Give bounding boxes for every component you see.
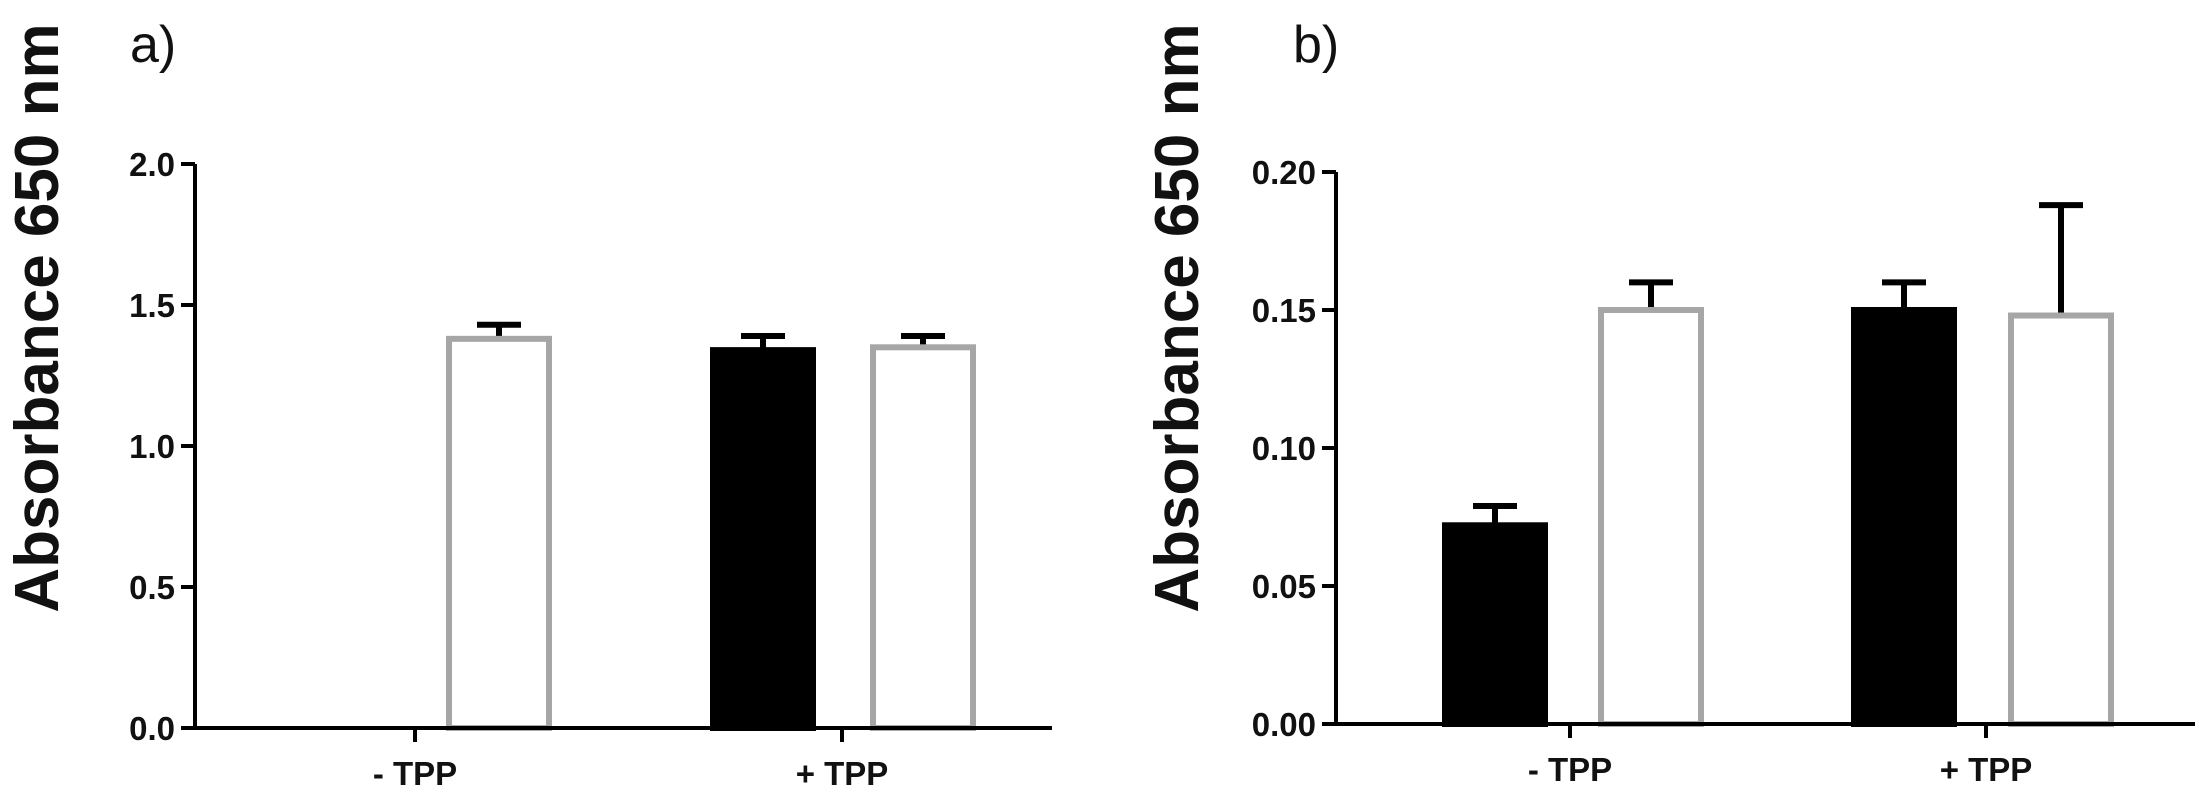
y-tick-label: 2.0 <box>129 146 175 183</box>
panel-label-a: a) <box>130 16 176 74</box>
y-tick-label: 0.05 <box>1252 568 1316 605</box>
plot-area-b: 0.00 0.05 0.10 0.15 0.20 - TPP + TPP <box>1252 154 2195 788</box>
bar-black-0 <box>1442 522 1548 728</box>
x-category-label: + TPP <box>796 755 889 792</box>
chart-panel-b: b) Absorbance 650 nm 0.00 0.05 0.10 0.15 0.2… <box>1143 16 2195 788</box>
bar-white-1 <box>870 344 976 731</box>
bar-black-1 <box>1851 307 1957 727</box>
x-category-label: - TPP <box>373 755 457 792</box>
chart-panel-a: a) Absorbance 650 nm 0.0 0.5 1.0 1.5 2.0 - TP… <box>3 16 1052 792</box>
y-tick-label: 0.0 <box>129 710 175 747</box>
panel-label-b: b) <box>1293 16 1339 74</box>
bar-white-0 <box>1598 307 1704 727</box>
y-axis-label-b: Absorbance 650 nm <box>1143 23 1212 612</box>
y-tick-label: 0.5 <box>129 569 175 606</box>
y-tick-label: 0.00 <box>1252 706 1316 743</box>
y-tick-label: 0.20 <box>1252 154 1316 191</box>
y-tick-label: 0.10 <box>1252 430 1316 467</box>
y-axis-label-a: Absorbance 650 nm <box>3 23 72 612</box>
y-tick-label: 1.0 <box>129 428 175 465</box>
bar-black-1 <box>710 347 816 731</box>
plot-area-a: 0.0 0.5 1.0 1.5 2.0 - TPP + TPP <box>129 146 1052 792</box>
x-category-label: + TPP <box>1940 751 2033 788</box>
y-tick-label: 1.5 <box>129 287 175 324</box>
x-category-label: - TPP <box>1528 751 1612 788</box>
bar-white-1 <box>2008 312 2114 727</box>
bar-white-0 <box>446 335 552 731</box>
y-tick-label: 0.15 <box>1252 292 1316 329</box>
